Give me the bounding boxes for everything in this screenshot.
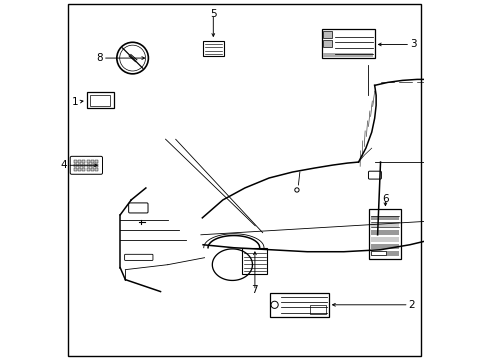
FancyBboxPatch shape bbox=[82, 160, 85, 163]
Text: 6: 6 bbox=[381, 194, 388, 204]
FancyBboxPatch shape bbox=[323, 53, 372, 57]
FancyBboxPatch shape bbox=[74, 160, 77, 163]
FancyBboxPatch shape bbox=[321, 30, 374, 58]
FancyBboxPatch shape bbox=[91, 164, 94, 167]
FancyBboxPatch shape bbox=[70, 156, 102, 174]
FancyBboxPatch shape bbox=[95, 160, 98, 163]
FancyBboxPatch shape bbox=[203, 41, 223, 56]
FancyBboxPatch shape bbox=[86, 164, 89, 167]
FancyBboxPatch shape bbox=[78, 164, 81, 167]
FancyBboxPatch shape bbox=[91, 168, 94, 171]
Text: 4: 4 bbox=[61, 160, 67, 170]
Text: 1: 1 bbox=[72, 97, 79, 107]
Text: 7: 7 bbox=[251, 285, 258, 296]
FancyBboxPatch shape bbox=[74, 168, 77, 171]
FancyBboxPatch shape bbox=[86, 92, 113, 108]
FancyBboxPatch shape bbox=[78, 168, 81, 171]
FancyBboxPatch shape bbox=[95, 168, 98, 171]
FancyBboxPatch shape bbox=[78, 160, 81, 163]
FancyBboxPatch shape bbox=[82, 168, 85, 171]
FancyBboxPatch shape bbox=[370, 230, 399, 234]
FancyBboxPatch shape bbox=[82, 164, 85, 167]
FancyBboxPatch shape bbox=[86, 168, 89, 171]
FancyBboxPatch shape bbox=[124, 254, 153, 260]
FancyBboxPatch shape bbox=[370, 251, 399, 256]
FancyBboxPatch shape bbox=[370, 223, 399, 227]
FancyBboxPatch shape bbox=[367, 171, 381, 179]
FancyBboxPatch shape bbox=[370, 216, 399, 220]
FancyBboxPatch shape bbox=[242, 248, 267, 274]
FancyBboxPatch shape bbox=[371, 251, 385, 255]
FancyBboxPatch shape bbox=[368, 210, 400, 259]
FancyBboxPatch shape bbox=[89, 95, 110, 106]
Text: 5: 5 bbox=[209, 9, 216, 19]
FancyBboxPatch shape bbox=[309, 305, 325, 314]
Text: 2: 2 bbox=[408, 300, 414, 310]
FancyBboxPatch shape bbox=[370, 244, 399, 249]
FancyBboxPatch shape bbox=[91, 160, 94, 163]
FancyBboxPatch shape bbox=[370, 237, 399, 242]
FancyBboxPatch shape bbox=[128, 203, 148, 213]
FancyBboxPatch shape bbox=[74, 164, 77, 167]
Text: 8: 8 bbox=[96, 53, 102, 63]
FancyBboxPatch shape bbox=[323, 40, 332, 47]
FancyBboxPatch shape bbox=[86, 160, 89, 163]
Text: 3: 3 bbox=[409, 40, 416, 49]
FancyBboxPatch shape bbox=[269, 293, 328, 317]
FancyBboxPatch shape bbox=[323, 31, 332, 39]
FancyBboxPatch shape bbox=[95, 164, 98, 167]
